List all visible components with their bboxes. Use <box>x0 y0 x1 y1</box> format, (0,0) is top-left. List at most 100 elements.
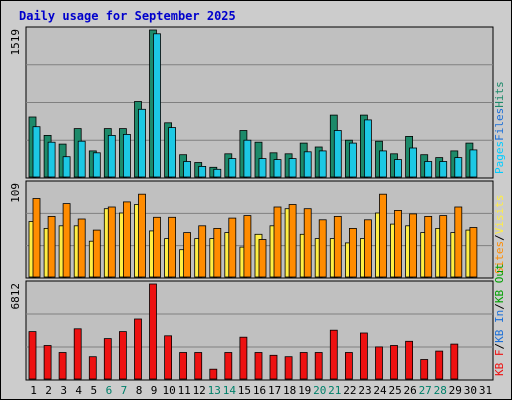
bar-sites-day-10 <box>168 216 177 278</box>
legend-entry: KB In <box>493 310 506 343</box>
x-tick-day-6: 6 <box>106 384 113 397</box>
bar-sites-day-19 <box>303 208 312 278</box>
bar-kb-f-day-10 <box>164 335 173 380</box>
bar-sites-day-9 <box>153 216 161 278</box>
x-tick-day-24: 24 <box>373 384 387 397</box>
bar-kb-f-day-28 <box>435 350 444 380</box>
bar-kb-f-day-27 <box>420 359 429 380</box>
bar-sites-day-24 <box>379 193 387 278</box>
x-tick-day-4: 4 <box>75 384 82 397</box>
bar-files-day-16 <box>258 158 267 178</box>
legend-entry: Pages <box>493 141 506 174</box>
chart-title: Daily usage for September 2025 <box>19 9 236 23</box>
bar-kb-f-day-23 <box>359 332 368 380</box>
legend-entry: Hits <box>493 81 506 108</box>
bar-files-day-6 <box>107 134 116 178</box>
x-tick-day-23: 23 <box>358 384 371 397</box>
x-tick-day-19: 19 <box>298 384 311 397</box>
bar-files-day-17 <box>273 159 282 178</box>
bar-sites-day-27 <box>424 215 433 278</box>
bar-sites-day-23 <box>363 219 372 278</box>
bar-kb-f-day-9 <box>149 283 157 380</box>
bar-files-day-4 <box>77 140 86 178</box>
x-tick-day-17: 17 <box>268 384 281 397</box>
legend-entry: / <box>493 303 506 310</box>
bar-files-day-9 <box>153 33 161 178</box>
bar-kb-f-day-29 <box>450 343 459 380</box>
bar-kb-f-day-8 <box>134 318 142 380</box>
bar-kb-f-day-18 <box>284 356 293 380</box>
bar-files-day-12 <box>198 165 207 178</box>
bar-files-day-24 <box>379 150 387 178</box>
legend-hits-files-pages: PagesFilesHits <box>493 81 506 174</box>
bar-files-day-25 <box>394 159 402 178</box>
x-tick-day-29: 29 <box>449 384 462 397</box>
x-tick-day-8: 8 <box>136 384 143 397</box>
bar-kb-f-day-26 <box>405 340 414 380</box>
bar-sites-day-30 <box>469 227 478 278</box>
bar-sites-day-29 <box>454 206 463 278</box>
bar-files-day-5 <box>92 152 101 178</box>
bar-sites-day-7 <box>123 201 131 278</box>
x-tick-day-7: 7 <box>121 384 128 397</box>
x-tick-day-20: 20 <box>313 384 326 397</box>
bar-kb-f-day-16 <box>254 352 263 380</box>
bar-kb-f-day-11 <box>179 352 188 380</box>
bar-sites-day-5 <box>92 229 101 278</box>
x-tick-day-16: 16 <box>253 384 266 397</box>
bar-sites-day-3 <box>62 203 71 278</box>
x-tick-day-1: 1 <box>30 384 37 397</box>
bar-files-day-18 <box>288 158 297 178</box>
bar-sites-day-17 <box>273 206 282 278</box>
x-tick-day-18: 18 <box>283 384 296 397</box>
bar-kb-f-day-20 <box>314 352 323 380</box>
bar-sites-day-25 <box>394 209 402 278</box>
bar-sites-day-20 <box>318 219 327 278</box>
bar-kb-f-day-6 <box>103 338 112 380</box>
x-tick-day-3: 3 <box>60 384 67 397</box>
bar-kb-f-day-19 <box>299 352 308 380</box>
bar-kb-f-day-13 <box>209 368 218 380</box>
x-tick-day-13: 13 <box>208 384 221 397</box>
legend-kbytes: KB F/KB In/KB Out <box>493 263 506 376</box>
bar-files-day-13 <box>213 168 222 178</box>
bar-kb-f-day-21 <box>329 329 338 380</box>
bar-files-day-30 <box>469 149 478 178</box>
y-max-label: 109 <box>9 183 22 203</box>
x-tick-day-15: 15 <box>238 384 251 397</box>
legend-entry: Sites <box>493 241 506 274</box>
x-tick-day-25: 25 <box>388 384 401 397</box>
bar-kb-f-day-3 <box>58 352 67 380</box>
bar-files-day-22 <box>348 142 357 178</box>
bar-files-day-27 <box>424 161 433 178</box>
legend-entry: KB F <box>493 350 506 377</box>
bar-sites-day-22 <box>348 227 357 278</box>
bar-files-day-20 <box>318 150 327 178</box>
bar-sites-day-4 <box>77 218 86 278</box>
bar-sites-day-6 <box>107 206 116 278</box>
bar-kb-f-day-7 <box>119 331 127 380</box>
bar-sites-day-1 <box>32 198 41 278</box>
legend-visits-sites: Sites/Visits <box>493 195 506 275</box>
x-tick-day-26: 26 <box>403 384 416 397</box>
bar-files-day-14 <box>228 158 237 178</box>
legend-entry: KB Out <box>493 263 506 303</box>
legend-entry: / <box>493 343 506 350</box>
legend-entry: / <box>493 234 506 241</box>
bar-files-day-8 <box>138 108 146 178</box>
bar-sites-day-21 <box>333 215 342 278</box>
bar-files-day-11 <box>183 161 192 178</box>
x-tick-day-31: 31 <box>479 384 492 397</box>
bar-sites-day-11 <box>183 232 192 278</box>
bar-kb-f-day-2 <box>43 345 52 380</box>
bar-files-day-1 <box>32 126 41 178</box>
bar-files-day-19 <box>303 151 312 178</box>
x-tick-day-27: 27 <box>419 384 432 397</box>
bar-sites-day-14 <box>228 217 237 278</box>
legend-entry: Visits <box>493 195 506 235</box>
bar-kb-f-day-4 <box>73 328 82 380</box>
bar-sites-day-12 <box>198 225 207 278</box>
y-max-label: 1519 <box>9 29 22 56</box>
bar-files-day-28 <box>439 161 448 178</box>
